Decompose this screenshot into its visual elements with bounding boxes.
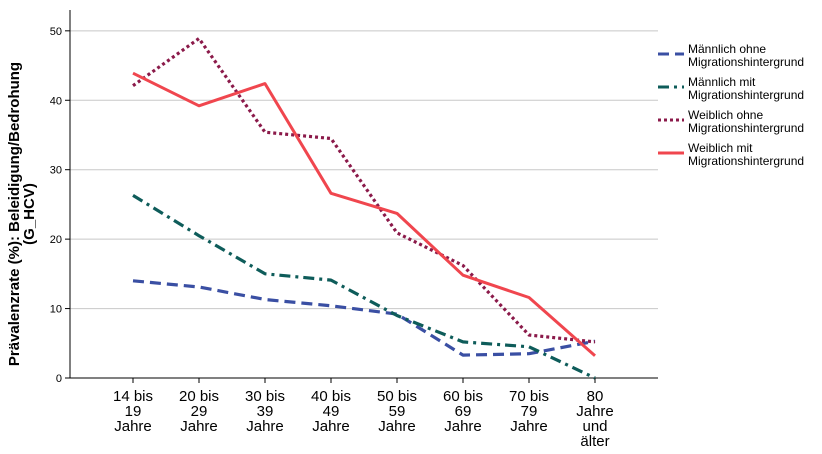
grid-lines xyxy=(65,30,658,379)
x-tick-label-2: 30 bis 39 Jahre xyxy=(245,388,285,435)
x-tick-label-4: 50 bis 59 Jahre xyxy=(377,388,417,435)
legend-label-0: Männlich ohne Migrationshintergrund xyxy=(688,42,804,69)
y-tick-label-10: 10 xyxy=(50,304,62,316)
y-tick-label-50: 50 xyxy=(50,26,62,38)
series-lines xyxy=(132,36,596,380)
y-tick-labels: 0 10 20 30 40 50 xyxy=(50,26,62,385)
legend-label-2: Weiblich ohne Migrationshintergrund xyxy=(688,108,804,135)
x-tick-labels: 14 bis 19 Jahre 20 bis 29 Jahre 30 bis 39 Jahre 4… xyxy=(113,378,614,450)
series-line-0 xyxy=(132,279,596,357)
x-tick-label-3: 40 bis 49 Jahre xyxy=(311,388,351,435)
x-tick-label-1: 20 bis 29 Jahre xyxy=(179,388,219,435)
x-tick-label-0: 14 bis 19 Jahre xyxy=(113,388,153,435)
y-tick-label-30: 30 xyxy=(50,165,62,177)
x-tick-label-7: 80 Jahre und älter xyxy=(576,388,614,450)
legend-label-1: Männlich mit Migrationshintergrund xyxy=(688,75,804,102)
x-tick-label-6: 70 bis 79 Jahre xyxy=(509,388,549,435)
series-line-2 xyxy=(132,36,596,344)
y-tick-label-20: 20 xyxy=(50,234,62,246)
x-tick-label-5: 60 bis 69 Jahre xyxy=(443,388,483,435)
y-axis-label: Prävalenzrate (%): Beleidigung/Bedrohung… xyxy=(6,62,38,366)
axes xyxy=(69,10,658,379)
y-tick-label-0: 0 xyxy=(56,373,62,385)
legend-label-3: Weiblich mit Migrationshintergrund xyxy=(688,141,804,168)
legend: Männlich ohne Migrationshintergrund Männli… xyxy=(658,42,804,168)
y-axis-title: Prävalenzrate (%): Beleidigung/Bedrohung… xyxy=(6,62,38,366)
series-line-3 xyxy=(132,71,596,357)
y-tick-label-40: 40 xyxy=(50,95,62,107)
series-line-1 xyxy=(132,194,596,380)
